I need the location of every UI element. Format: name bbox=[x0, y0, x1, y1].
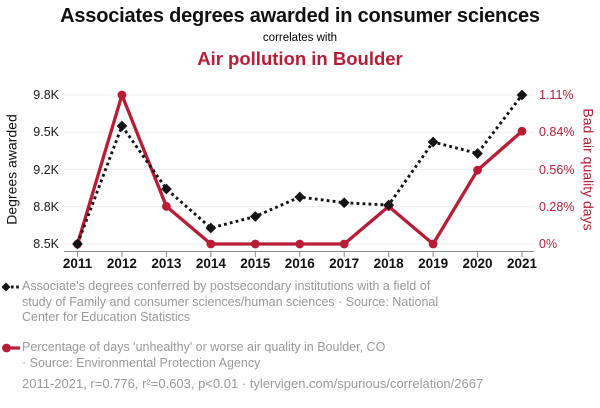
diamond-data-point bbox=[294, 191, 306, 203]
gridlines bbox=[64, 94, 534, 245]
legend-label-degrees: Associate's degrees conferred by postsec… bbox=[22, 279, 439, 324]
diamond-data-point bbox=[427, 136, 439, 148]
left-tick-label: 9.8K bbox=[33, 88, 59, 102]
diamond-data-point bbox=[338, 197, 350, 209]
x-tick-label: 2019 bbox=[418, 256, 449, 271]
correlates-with-label: correlates with bbox=[262, 32, 338, 44]
diamond-data-point bbox=[383, 199, 395, 211]
x-tick-label: 2012 bbox=[106, 256, 137, 271]
x-tick-label: 2014 bbox=[195, 256, 226, 271]
secondary-title: Air pollution in Boulder bbox=[197, 48, 403, 69]
left-tick-label: 8.8K bbox=[33, 199, 59, 214]
right-tick-label: 0.56% bbox=[539, 162, 575, 177]
x-tick-label: 2011 bbox=[62, 256, 93, 271]
diamond-dotted-marker-icon bbox=[1, 282, 21, 292]
page-title: Associates degrees awarded in consumer s… bbox=[60, 5, 540, 27]
x-tick-label: 2020 bbox=[462, 256, 493, 271]
circle-data-point bbox=[428, 239, 438, 249]
series-left-axis bbox=[72, 89, 528, 250]
x-tick-label: 2013 bbox=[151, 256, 182, 271]
circle-data-point bbox=[117, 90, 127, 100]
circle-data-point bbox=[250, 239, 260, 249]
diamond-data-point bbox=[472, 148, 483, 159]
x-tick-label: 2018 bbox=[373, 256, 404, 271]
legend-item-degrees: Associate's degrees conferred by postsec… bbox=[1, 279, 484, 326]
circle-data-point bbox=[206, 239, 216, 249]
legend-label-air-quality: Percentage of days 'unhealthy' or worse … bbox=[22, 340, 386, 370]
circle-data-point bbox=[339, 239, 349, 249]
circle-data-point bbox=[295, 239, 305, 249]
diamond-data-point bbox=[161, 183, 172, 195]
left-tick-label: 9.2K bbox=[33, 162, 59, 177]
right-tick-label: 0% bbox=[539, 237, 558, 251]
x-tick-label: 2017 bbox=[329, 256, 360, 271]
diamond-data-point bbox=[249, 211, 261, 222]
diamond-data-point bbox=[72, 238, 83, 250]
left-tick-label: 8.5K bbox=[33, 237, 59, 251]
circle-data-point bbox=[473, 165, 482, 175]
x-tick-label: 2016 bbox=[284, 256, 315, 271]
circle-data-point bbox=[517, 126, 527, 136]
right-tick-label: 0.28% bbox=[539, 199, 575, 214]
diamond-data-point bbox=[205, 222, 217, 234]
circle-data-point bbox=[162, 202, 171, 211]
left-tick-label: 9.5K bbox=[33, 125, 59, 140]
x-axis bbox=[64, 251, 534, 257]
x-tick-label: 2021 bbox=[506, 256, 538, 271]
right-tick-label: 1.11% bbox=[539, 88, 574, 102]
diamond-data-point bbox=[116, 120, 128, 132]
circle-solid-marker-icon bbox=[2, 343, 20, 353]
right-tick-label: 0.84% bbox=[539, 125, 575, 140]
x-tick-label: 2015 bbox=[240, 256, 271, 271]
legend-item-air-quality: Percentage of days 'unhealthy' or worse … bbox=[2, 340, 484, 371]
footer-stats: 2011-2021, r=0.776, r²=0.603, p<0.01 · t… bbox=[22, 376, 484, 391]
